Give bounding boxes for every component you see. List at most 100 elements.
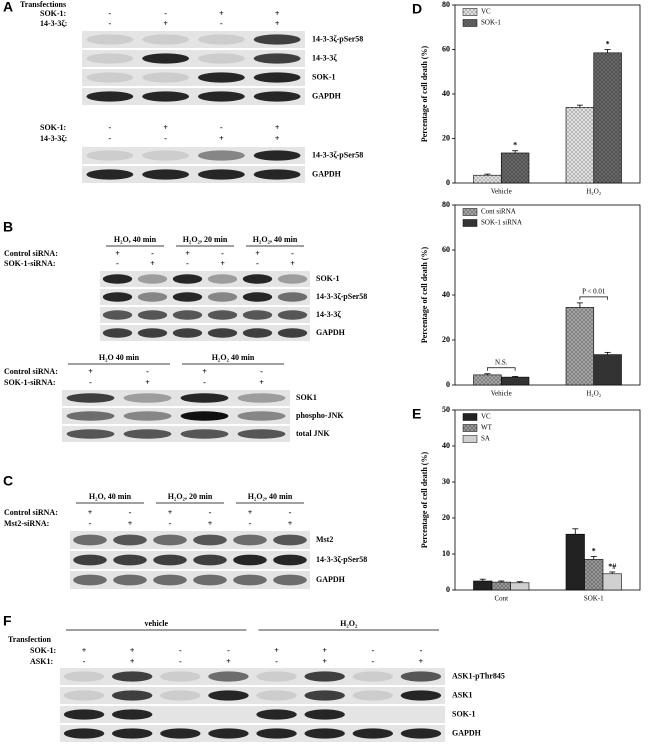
- legend-swatch: [462, 219, 478, 227]
- band: [193, 554, 227, 566]
- comparison-bracket: [487, 367, 516, 371]
- sign: +: [163, 123, 168, 132]
- band: [111, 728, 153, 739]
- band: [253, 150, 301, 161]
- sign: -: [289, 508, 292, 517]
- band: [123, 411, 172, 421]
- significance-mark: *: [513, 141, 517, 150]
- legend-label: VC: [481, 8, 491, 16]
- band: [73, 554, 107, 566]
- band: [66, 393, 115, 403]
- y-tick-label: 20: [442, 335, 450, 344]
- band: [160, 728, 201, 739]
- legend-label: WT: [481, 424, 493, 432]
- band: [113, 534, 147, 546]
- band: [113, 554, 147, 566]
- blot-strip: [82, 147, 305, 164]
- band: [197, 169, 245, 180]
- sign: +: [419, 657, 424, 666]
- band: [142, 53, 190, 64]
- band: [277, 310, 308, 320]
- band: [63, 690, 105, 701]
- row-label: Control siRNA:: [4, 249, 58, 258]
- band-label: GAPDH: [312, 169, 342, 178]
- panel-title: Transfections: [20, 0, 66, 9]
- legend-label: SOK-1 siRNA: [481, 219, 522, 227]
- band: [352, 728, 394, 739]
- band: [197, 72, 245, 83]
- sign: -: [151, 249, 154, 258]
- sign: -: [129, 508, 132, 517]
- row-label: 14-3-3ζ:: [40, 134, 67, 143]
- sign: +: [202, 367, 207, 376]
- sign: -: [169, 519, 172, 528]
- sign: -: [249, 519, 252, 528]
- band: [111, 690, 153, 701]
- sign: +: [226, 657, 231, 666]
- band: [304, 728, 345, 739]
- comparison-bracket: [579, 296, 608, 300]
- band: [142, 150, 190, 161]
- band-label: GAPDH: [452, 728, 482, 737]
- sign: +: [115, 249, 120, 258]
- band: [86, 34, 134, 45]
- sign: +: [130, 646, 135, 655]
- band: [237, 393, 286, 403]
- band: [197, 53, 245, 64]
- sign: +: [275, 134, 280, 143]
- sign: -: [89, 519, 92, 528]
- sign: -: [109, 134, 112, 143]
- group-label: H₂O₂, 20 min: [183, 235, 228, 244]
- band: [400, 728, 442, 739]
- band-label: 14-3-3ζ: [316, 310, 341, 319]
- band: [233, 534, 267, 546]
- band: [66, 429, 115, 439]
- band: [172, 292, 203, 302]
- band: [197, 91, 245, 102]
- band: [256, 709, 297, 720]
- band-label: SOK-1: [312, 72, 336, 81]
- significance-mark: *: [592, 546, 596, 555]
- band: [137, 310, 168, 320]
- sign: -: [420, 646, 423, 655]
- sign: -: [371, 657, 374, 666]
- sign: +: [150, 259, 155, 268]
- y-tick-label: 0: [446, 380, 450, 389]
- band: [142, 91, 190, 102]
- row-label: SOK-1:: [40, 123, 66, 132]
- band: [233, 554, 267, 566]
- panel-label: D: [412, 1, 422, 17]
- group-label: H₂O₂, 40 min: [248, 492, 293, 501]
- sign: -: [186, 259, 189, 268]
- band: [233, 574, 267, 586]
- band-label: 14-3-3ζ-pSer58: [312, 150, 363, 159]
- band-label: GAPDH: [312, 91, 342, 100]
- sign: +: [322, 646, 327, 655]
- panel-label: E: [412, 406, 421, 422]
- band: [197, 150, 245, 161]
- blot-strip: [82, 50, 305, 67]
- x-tick-label: H₂O₂: [586, 390, 602, 398]
- y-tick-label: 50: [442, 405, 450, 414]
- legend-label: SA: [481, 435, 490, 443]
- bar-hatch: [566, 107, 594, 183]
- bar-hatch: [492, 582, 511, 590]
- y-tick-label: 30: [442, 477, 450, 486]
- sign: +: [275, 123, 280, 132]
- sign: -: [203, 378, 206, 387]
- band-label: 14-3-3ζ: [312, 53, 337, 62]
- band-label: ASK1-pThr845: [452, 671, 505, 680]
- band: [304, 690, 345, 701]
- band: [137, 292, 168, 302]
- bar-hatch: [473, 175, 502, 183]
- group-label: H₂O 40 min: [99, 353, 140, 362]
- blot-strip: [82, 31, 305, 48]
- sign: -: [256, 259, 259, 268]
- band: [242, 328, 273, 338]
- band: [86, 169, 134, 180]
- band: [142, 72, 190, 83]
- band: [153, 534, 187, 546]
- band: [142, 169, 190, 180]
- band: [352, 690, 394, 701]
- sign: -: [109, 19, 112, 28]
